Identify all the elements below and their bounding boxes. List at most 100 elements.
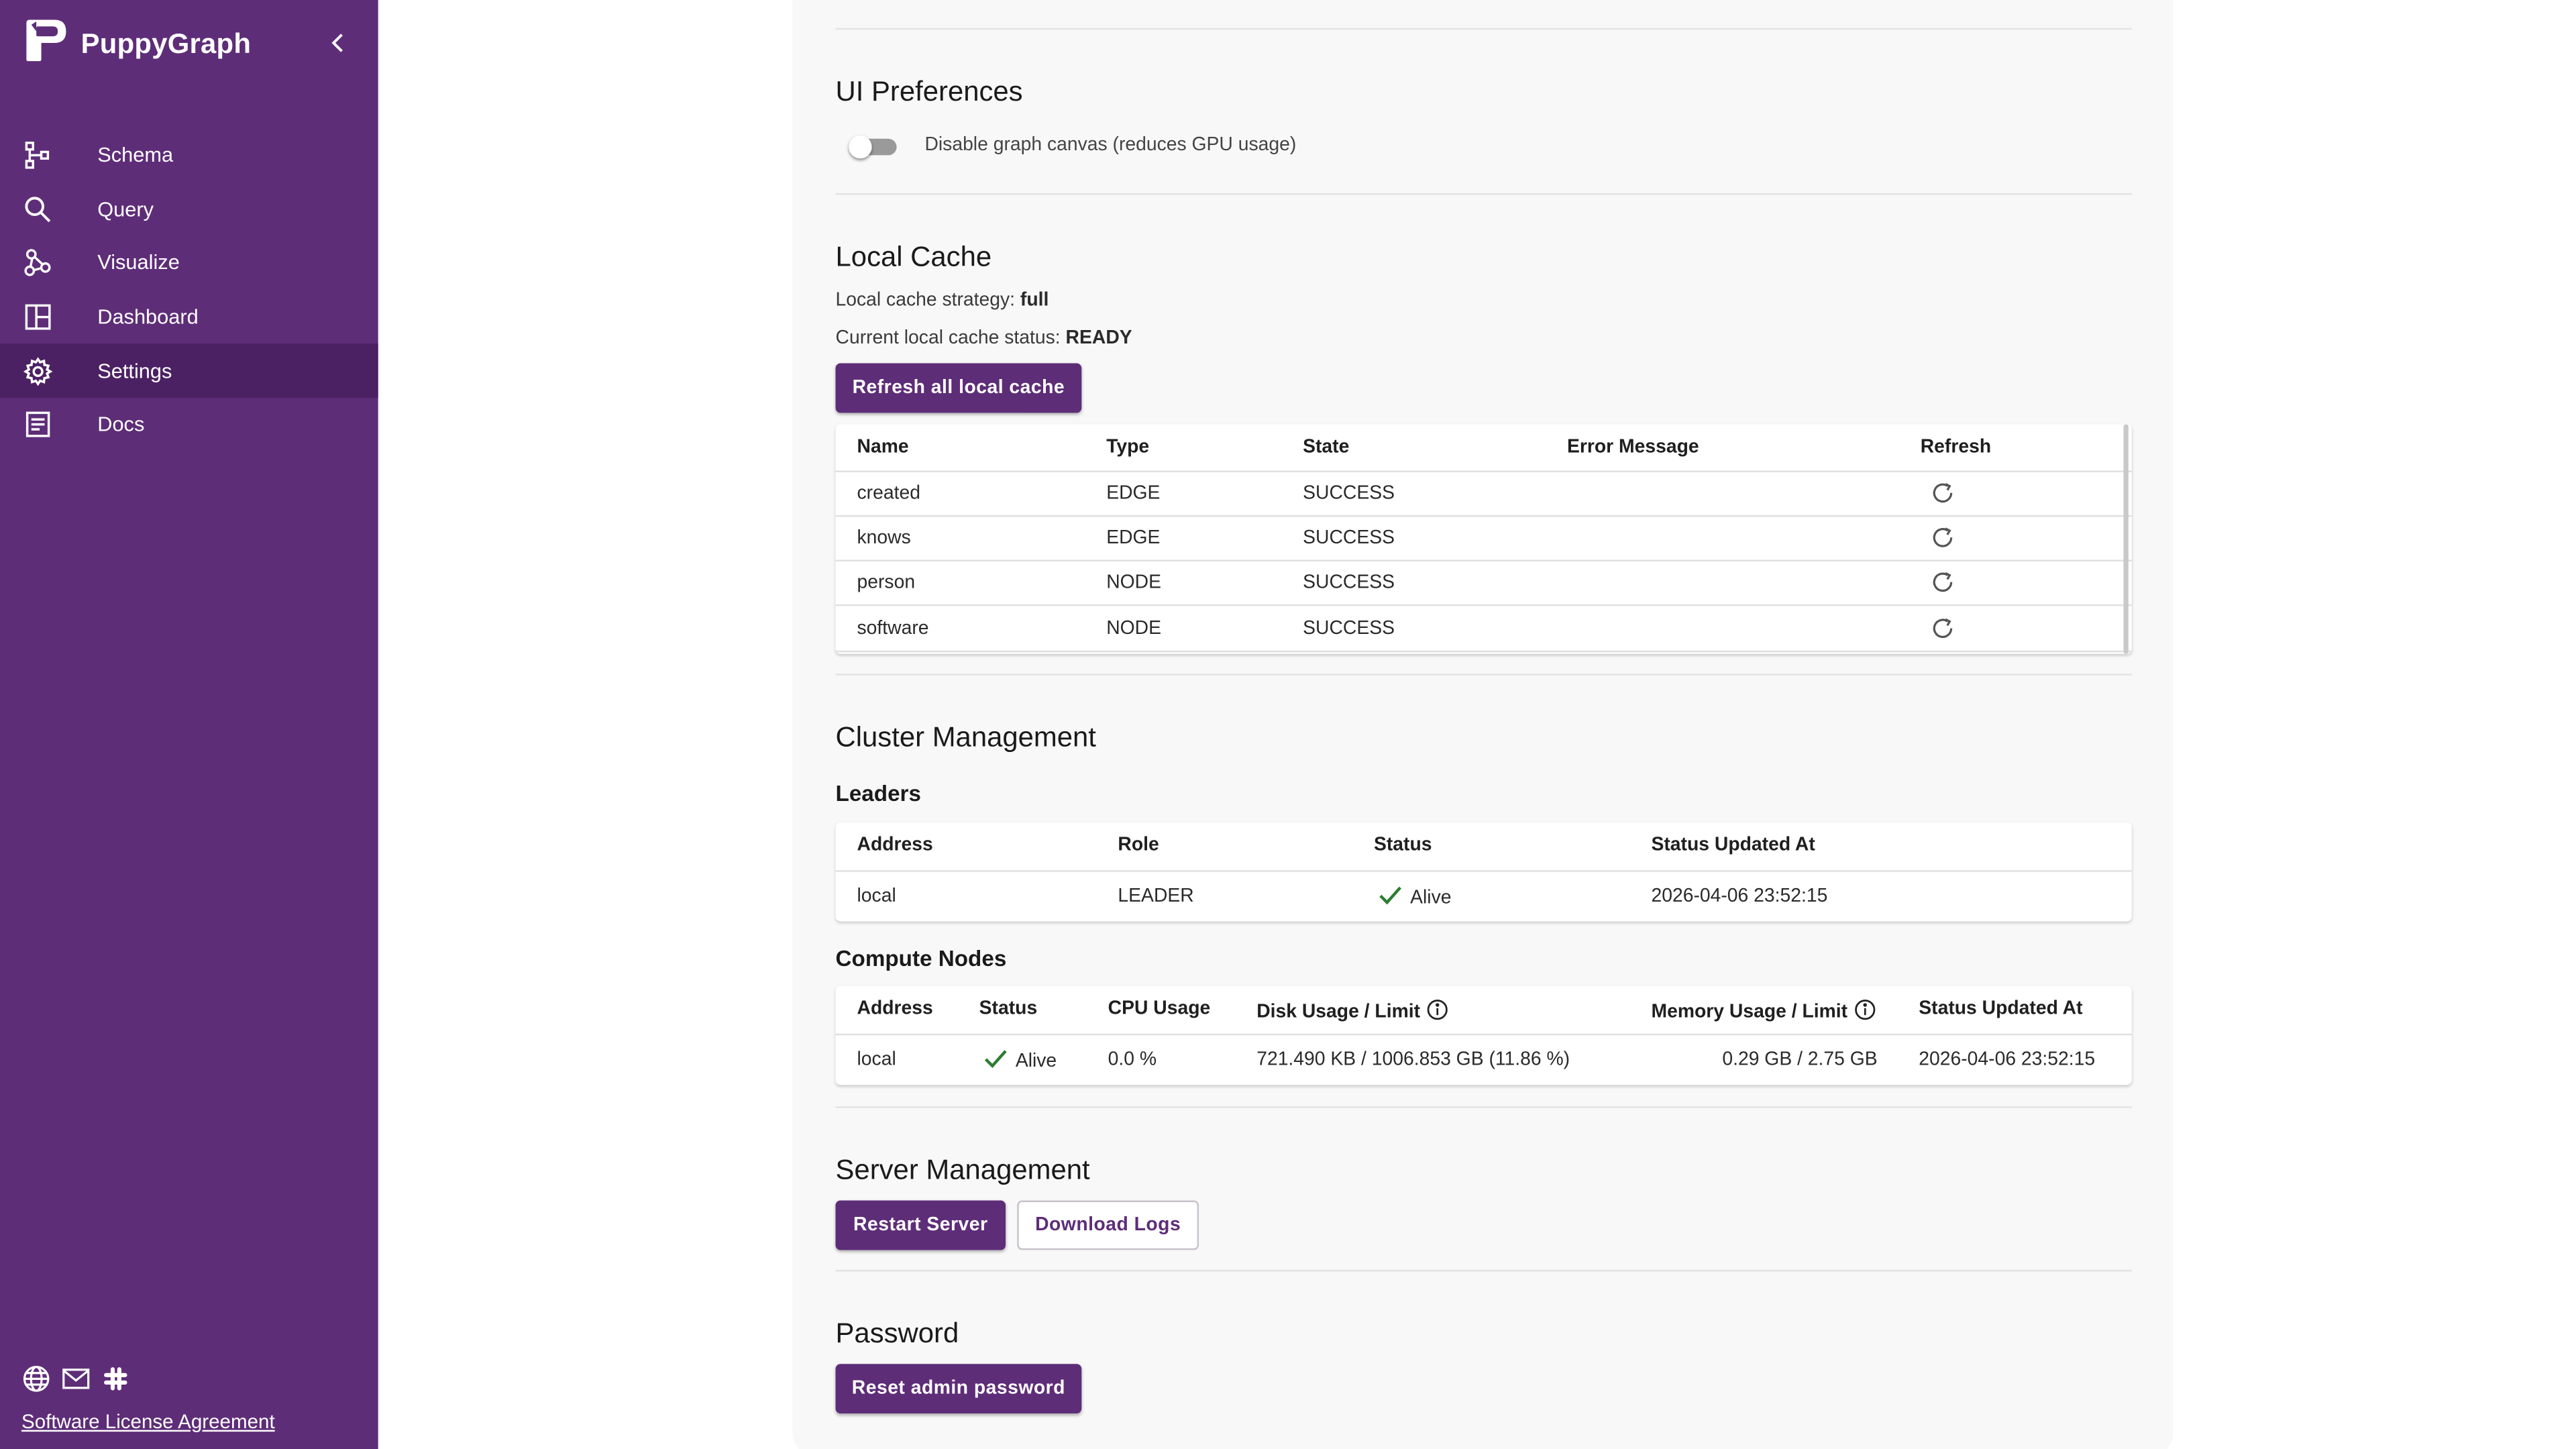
- license-link[interactable]: Software License Agreement: [21, 1410, 275, 1434]
- sidebar-item-settings[interactable]: Settings: [0, 343, 378, 398]
- mail-icon[interactable]: [61, 1364, 91, 1393]
- column-header: Type: [1106, 437, 1150, 458]
- cluster-management-title: Cluster Management: [835, 721, 1096, 753]
- leader-status: Alive: [1377, 881, 1452, 913]
- info-icon[interactable]: [1427, 999, 1448, 1025]
- settings-panel: UI Preferences Disable graph canvas (red…: [792, 0, 2174, 1449]
- sidebar-item-schema[interactable]: Schema: [0, 129, 378, 182]
- node-address: local: [857, 1050, 896, 1071]
- leaders-table: Address Role Status Status Updated At lo…: [835, 822, 2132, 922]
- sidebar-item-label: Visualize: [97, 252, 180, 275]
- visualize-icon: [23, 248, 52, 278]
- password-title: Password: [835, 1318, 959, 1350]
- cache-state: SUCCESS: [1303, 573, 1395, 593]
- table-row: local Alive 0.0 % 721.490 KB / 1006.853 …: [836, 1035, 2132, 1085]
- table-row: software NODE SUCCESS: [835, 606, 2132, 653]
- table-scrollbar[interactable]: [2123, 424, 2129, 654]
- leaders-title: Leaders: [835, 781, 921, 806]
- cache-status-text: Current local cache status: READY: [835, 328, 1132, 349]
- restart-server-button[interactable]: Restart Server: [835, 1200, 1006, 1250]
- divider: [835, 193, 2132, 195]
- dashboard-icon: [23, 303, 52, 332]
- sidebar-item-dashboard[interactable]: Dashboard: [0, 290, 378, 344]
- column-header: Name: [857, 437, 909, 458]
- info-icon[interactable]: [1854, 999, 1876, 1025]
- compute-nodes-table: Address Status CPU Usage Disk Usage / Li…: [835, 985, 2132, 1085]
- column-header: Address: [857, 999, 933, 1019]
- divider: [835, 28, 2132, 30]
- sidebar-item-query[interactable]: Query: [0, 182, 378, 236]
- table-row: knows EDGE SUCCESS: [835, 517, 2132, 561]
- globe-icon[interactable]: [21, 1364, 51, 1393]
- check-icon: [1377, 881, 1403, 913]
- divider: [835, 1106, 2132, 1108]
- sidebar-item-label: Docs: [97, 413, 145, 437]
- column-header: Error Message: [1566, 437, 1699, 458]
- download-logs-button[interactable]: Download Logs: [1017, 1200, 1199, 1250]
- cache-strategy-text: Local cache strategy: full: [835, 290, 1049, 311]
- sidebar-item-label: Query: [97, 198, 154, 221]
- table-header: Address Role Status Status Updated At: [835, 822, 2132, 872]
- leader-address: local: [857, 886, 896, 907]
- table-row: local LEADER Alive 2026-04-06 23:52:15: [836, 872, 2132, 922]
- local-cache-title: Local Cache: [835, 241, 992, 273]
- leader-role: LEADER: [1118, 886, 1194, 907]
- cache-state: SUCCESS: [1303, 619, 1395, 639]
- column-header: Address: [857, 835, 933, 856]
- refresh-icon[interactable]: [1930, 480, 1955, 510]
- schema-icon: [23, 141, 52, 170]
- node-updated-at: 2026-04-06 23:52:15: [1919, 1050, 2096, 1071]
- slack-icon[interactable]: [101, 1364, 130, 1393]
- collapse-sidebar-icon[interactable]: [323, 28, 353, 58]
- divider: [835, 1269, 2132, 1272]
- refresh-icon[interactable]: [1930, 525, 1955, 555]
- sidebar-item-visualize[interactable]: Visualize: [0, 236, 378, 290]
- disable-canvas-toggle[interactable]: [849, 135, 898, 159]
- gear-icon: [23, 356, 53, 386]
- refresh-icon[interactable]: [1930, 616, 1955, 645]
- cache-name: knows: [857, 528, 911, 549]
- compute-nodes-title: Compute Nodes: [835, 946, 1007, 971]
- local-cache-table: Name Type State Error Message Refresh cr…: [835, 424, 2132, 654]
- column-header: Status: [979, 999, 1038, 1019]
- app-title: PuppyGraph: [80, 28, 252, 60]
- table-header: Address Status CPU Usage Disk Usage / Li…: [835, 986, 2132, 1036]
- puppygraph-logo-icon: [21, 18, 68, 71]
- refresh-all-cache-button[interactable]: Refresh all local cache: [835, 363, 1082, 413]
- cache-state: SUCCESS: [1303, 528, 1395, 549]
- search-icon: [23, 195, 52, 224]
- cache-status-value: READY: [1065, 328, 1132, 349]
- column-header: State: [1303, 437, 1350, 458]
- column-header: Status: [1373, 835, 1432, 856]
- sidebar-item-label: Settings: [97, 359, 172, 383]
- refresh-icon[interactable]: [1930, 570, 1955, 599]
- column-header: Status Updated At: [1919, 999, 2083, 1019]
- disable-canvas-label: Disable graph canvas (reduces GPU usage): [924, 135, 1297, 156]
- cache-state: SUCCESS: [1303, 484, 1395, 504]
- cache-name: software: [857, 619, 929, 639]
- check-icon: [983, 1045, 1009, 1077]
- column-header: Status Updated At: [1651, 835, 1815, 856]
- cache-strategy-value: full: [1020, 290, 1049, 311]
- sidebar-item-docs[interactable]: Docs: [0, 398, 378, 451]
- cache-type: NODE: [1106, 573, 1162, 593]
- sidebar-footer: Software License Agreement: [21, 1364, 275, 1434]
- node-status: Alive: [983, 1045, 1057, 1077]
- column-header: CPU Usage: [1108, 999, 1211, 1019]
- node-disk-usage: 721.490 KB / 1006.853 GB (11.86 %): [1256, 1050, 1570, 1071]
- reset-admin-password-button[interactable]: Reset admin password: [835, 1364, 1082, 1414]
- server-management-title: Server Management: [835, 1154, 1090, 1186]
- ui-preferences-title: UI Preferences: [835, 76, 1023, 107]
- docs-icon: [23, 410, 52, 439]
- column-header: Disk Usage / Limit: [1256, 999, 1448, 1025]
- brand[interactable]: PuppyGraph: [21, 18, 252, 71]
- table-header: Name Type State Error Message Refresh: [835, 425, 2132, 472]
- sidebar-nav: Schema Query Visualize: [0, 129, 378, 451]
- leader-updated-at: 2026-04-06 23:52:15: [1651, 886, 1828, 907]
- sidebar-item-label: Schema: [97, 144, 174, 168]
- cache-name: person: [857, 573, 916, 593]
- column-header: Memory Usage / Limit: [1652, 999, 1876, 1025]
- column-header: Refresh: [1920, 437, 1992, 458]
- node-memory-usage: 0.29 GB / 2.75 GB: [1722, 1050, 1878, 1071]
- sidebar: PuppyGraph Schema: [0, 0, 378, 1449]
